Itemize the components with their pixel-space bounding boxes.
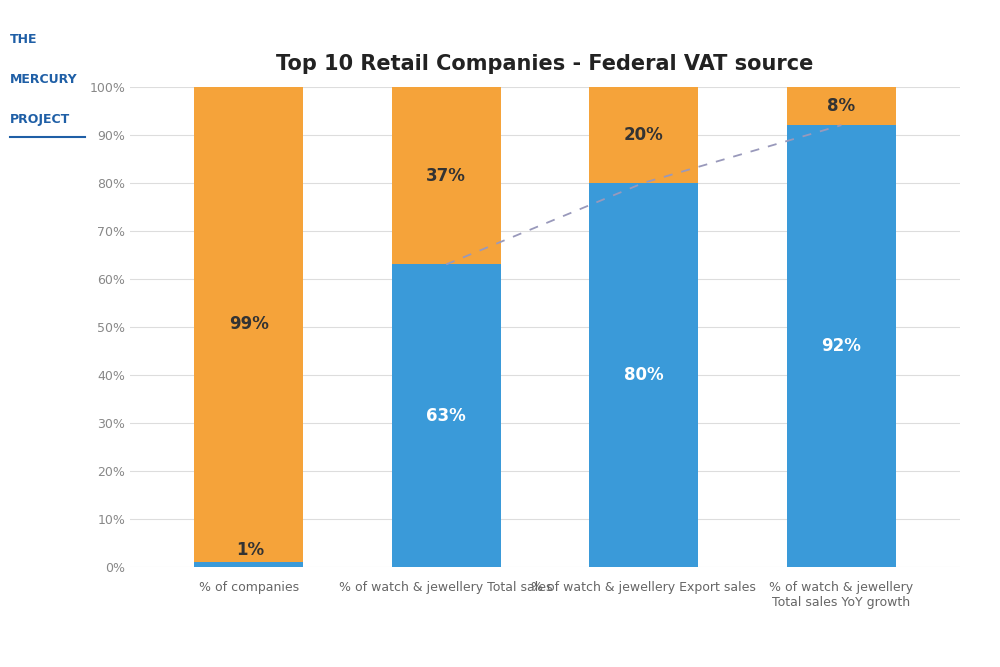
- Bar: [589, 87, 698, 183]
- Title: Top 10 Retail Companies - Federal VAT source: Top 10 Retail Companies - Federal VAT so…: [276, 54, 814, 74]
- Text: PROJECT: PROJECT: [10, 113, 70, 126]
- Bar: [787, 125, 896, 567]
- Bar: [392, 264, 501, 567]
- Bar: [194, 87, 303, 562]
- Bar: [589, 183, 698, 567]
- Text: MERCURY: MERCURY: [10, 73, 78, 86]
- Text: 1%: 1%: [236, 541, 265, 559]
- Bar: [194, 562, 303, 567]
- Text: 80%: 80%: [624, 366, 664, 384]
- Text: 63%: 63%: [426, 407, 466, 425]
- Text: 20%: 20%: [624, 126, 664, 143]
- Bar: [392, 87, 501, 264]
- Text: 37%: 37%: [426, 167, 466, 185]
- Text: 99%: 99%: [229, 315, 269, 334]
- Text: 92%: 92%: [821, 337, 861, 355]
- Text: THE: THE: [10, 33, 38, 46]
- Bar: [787, 87, 896, 125]
- Text: 8%: 8%: [827, 97, 855, 115]
